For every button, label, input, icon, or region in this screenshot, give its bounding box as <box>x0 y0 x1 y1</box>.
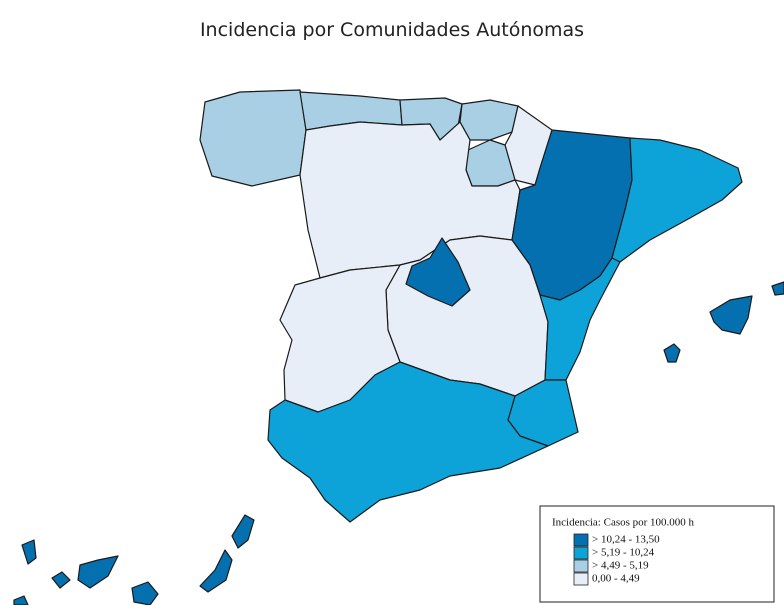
map-title: Incidencia por Comunidades Autónomas <box>200 19 584 41</box>
region <box>459 99 519 141</box>
region <box>267 361 549 523</box>
legend-label: > 4,49 - 5,19 <box>592 560 649 572</box>
legend-swatch <box>573 572 589 586</box>
region <box>611 137 743 263</box>
legend-swatch <box>573 546 589 560</box>
region <box>51 571 71 589</box>
region <box>131 581 159 605</box>
legend-label: > 5,19 - 10,24 <box>592 547 655 559</box>
legend-title: Incidencia: Casos por 100.000 h <box>552 517 695 529</box>
legend-swatch <box>573 533 589 547</box>
region <box>663 343 681 363</box>
regions <box>13 89 784 605</box>
legend-swatch <box>573 559 589 573</box>
legend-label: > 10,24 - 13,50 <box>592 534 660 546</box>
legend: Incidencia: Casos por 100.000 h > 10,24 … <box>539 505 775 603</box>
legend-label: 0,00 - 4,49 <box>592 573 640 585</box>
region <box>231 514 255 549</box>
region <box>13 595 29 605</box>
region <box>199 89 307 187</box>
region <box>771 281 784 296</box>
region <box>21 539 37 565</box>
region <box>77 555 119 589</box>
region <box>199 549 233 593</box>
region <box>709 295 753 335</box>
region <box>405 237 471 307</box>
